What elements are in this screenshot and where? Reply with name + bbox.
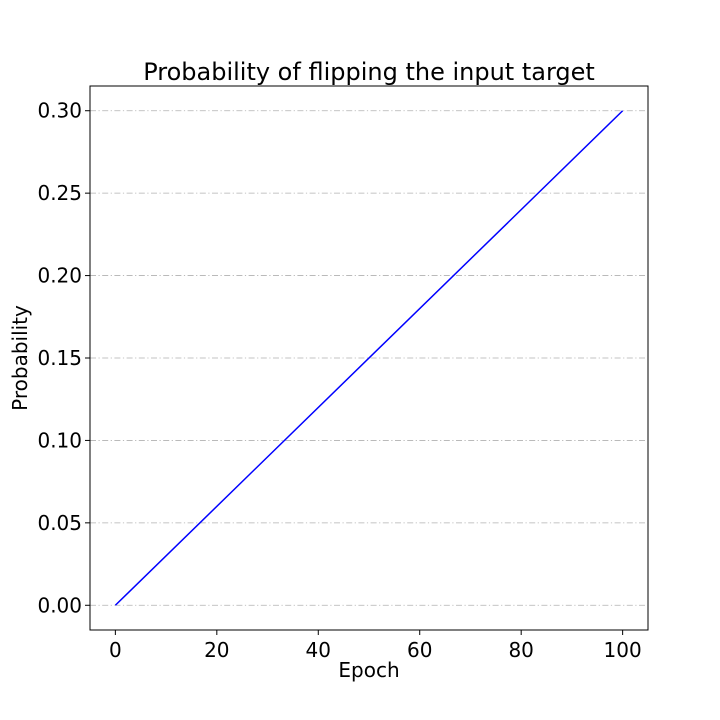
x-tick-label-5: 100: [604, 638, 642, 662]
x-axis-ticks: 0 20 40 60 80 100: [109, 630, 642, 662]
y-axis-title: Probability: [8, 305, 32, 411]
y-tick-label-2: 0.10: [37, 428, 82, 452]
y-tick-label-6: 0.30: [37, 99, 82, 123]
series-layer: [114, 110, 624, 606]
x-tick-label-0: 0: [109, 638, 122, 662]
chart-title: Probability of flipping the input target: [143, 58, 595, 86]
y-tick-label-3: 0.15: [37, 346, 82, 370]
x-axis-title: Epoch: [338, 658, 399, 682]
y-tick-label-0: 0.00: [37, 593, 82, 617]
x-tick-label-2: 40: [306, 638, 331, 662]
series-line-0: [114, 110, 624, 606]
x-tick-label-1: 20: [204, 638, 229, 662]
x-tick-label-4: 80: [508, 638, 533, 662]
y-axis-ticks: 0.00 0.05 0.10 0.15 0.20 0.25 0.30: [37, 99, 90, 617]
y-tick-label-4: 0.20: [37, 264, 82, 288]
x-tick-label-3: 60: [407, 638, 432, 662]
y-tick-label-1: 0.05: [37, 511, 82, 535]
grid-lines: [90, 110, 648, 606]
y-tick-label-5: 0.25: [37, 181, 82, 205]
